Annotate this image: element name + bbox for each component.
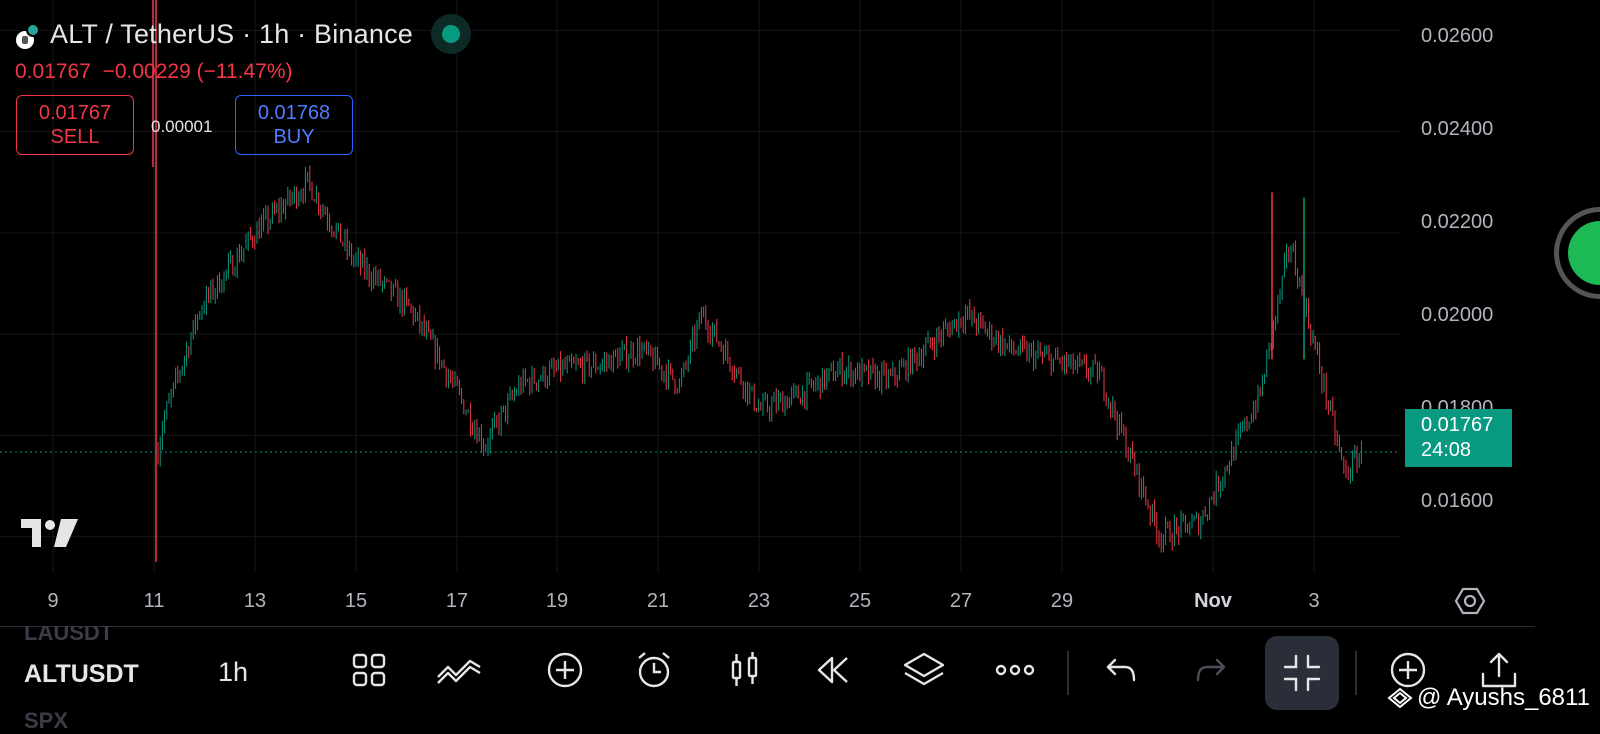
sell-price: 0.01767	[38, 102, 112, 124]
chart-title[interactable]: ALT / TetherUS · 1h · Binance	[50, 18, 413, 49]
change-value: −0.00229 (−11.47%)	[102, 60, 293, 83]
buy-label: BUY	[273, 126, 315, 148]
layers-icon[interactable]	[899, 645, 949, 695]
alert-icon[interactable]	[629, 645, 679, 695]
replay-icon[interactable]	[808, 645, 858, 695]
share-icon[interactable]	[1474, 645, 1524, 695]
price-scale-label: 0.02000	[1421, 304, 1494, 326]
add-icon[interactable]	[540, 645, 590, 695]
grid-icon[interactable]	[344, 645, 394, 695]
current-price-badge: 0.01767 24:08	[1405, 409, 1512, 467]
toolbar-separator	[1067, 651, 1069, 695]
time-axis-label: 3	[1308, 590, 1320, 612]
chart-grid	[0, 0, 1400, 572]
time-axis-label: 19	[545, 590, 569, 612]
time-axis-label: 9	[47, 590, 59, 612]
tradingview-logo-icon	[21, 519, 78, 547]
current-price-value: 0.01767	[1421, 414, 1494, 436]
toolbar-divider	[0, 626, 1535, 627]
time-axis-label: 21	[646, 590, 670, 612]
watermark-text: @ Ayushs_6811	[1417, 684, 1590, 711]
time-axis-label: 13	[243, 590, 267, 612]
symbol-logo-icon	[14, 21, 40, 51]
price-scale-label: 0.02200	[1421, 211, 1494, 233]
watchlist-prev-symbol[interactable]: LAUSDT	[24, 620, 114, 645]
time-axis-label: 27	[949, 590, 973, 612]
watchlist-next-symbol[interactable]: SPX	[24, 708, 69, 733]
drawing-tools-icon[interactable]	[434, 645, 484, 695]
price-scale-label: 0.01600	[1421, 490, 1494, 512]
watermark-logo-icon	[1387, 687, 1413, 709]
sell-button[interactable]: 0.01767 SELL	[16, 95, 134, 155]
price-scale-label: 0.02400	[1421, 118, 1494, 140]
interval-button[interactable]: 1h	[218, 657, 249, 687]
time-axis-label: 25	[848, 590, 872, 612]
candle-series	[152, 0, 1362, 562]
time-axis-label: Nov	[1194, 590, 1232, 612]
toolbar-separator	[1355, 651, 1357, 695]
symbol-switcher[interactable]: ALTUSDT	[24, 660, 139, 688]
market-status-icon[interactable]	[430, 14, 471, 54]
time-axis-label: 29	[1050, 590, 1074, 612]
last-price: 0.01767	[15, 60, 91, 83]
watermark: @ Ayushs_6811	[1387, 684, 1590, 712]
time-axis-label: 11	[143, 590, 165, 612]
buy-price: 0.01768	[257, 102, 331, 124]
fullscreen-exit-icon[interactable]	[1265, 636, 1339, 710]
sell-label: SELL	[50, 126, 100, 148]
time-axis-label: 17	[445, 590, 469, 612]
redo-icon[interactable]	[1186, 645, 1236, 695]
undo-icon[interactable]	[1096, 645, 1146, 695]
price-scale-label: 0.02600	[1421, 25, 1494, 47]
buy-button[interactable]: 0.01768 BUY	[235, 95, 353, 155]
symbol-header[interactable]: ALT / TetherUS · 1h · Binance	[14, 14, 471, 54]
time-axis-label: 23	[747, 590, 771, 612]
time-axis-label: 15	[344, 590, 368, 612]
spread-value: 0.00001	[151, 117, 213, 136]
zoom-in-icon[interactable]	[1383, 645, 1433, 695]
candles-icon[interactable]	[720, 645, 770, 695]
chart-settings-icon[interactable]	[1454, 585, 1486, 617]
more-icon[interactable]	[990, 645, 1040, 695]
price-change: 0.01767 −0.00229 (−11.47%)	[15, 60, 293, 84]
bar-countdown: 24:08	[1421, 439, 1472, 461]
